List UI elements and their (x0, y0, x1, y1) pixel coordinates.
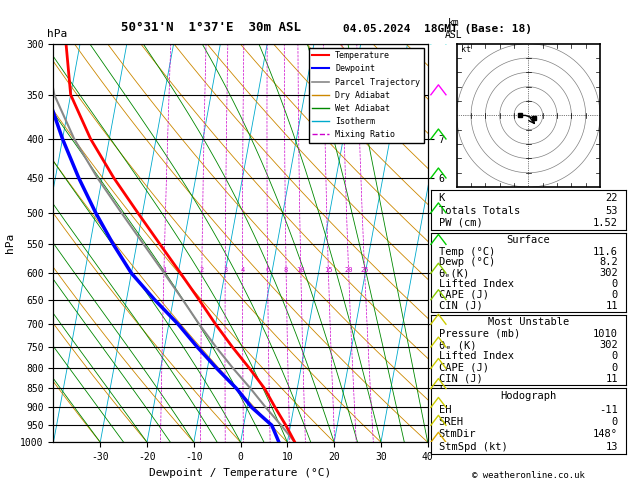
Text: -11: -11 (599, 404, 618, 415)
Text: 11: 11 (606, 374, 618, 383)
Text: 302: 302 (599, 340, 618, 350)
Text: km
ASL: km ASL (445, 18, 463, 40)
Text: Lifted Index: Lifted Index (438, 279, 514, 289)
Text: Hodograph: Hodograph (500, 391, 557, 401)
Text: 22: 22 (606, 193, 618, 204)
Text: SREH: SREH (438, 417, 464, 427)
Text: θₑ (K): θₑ (K) (438, 340, 476, 350)
Text: StmSpd (kt): StmSpd (kt) (438, 442, 508, 452)
Text: 1010: 1010 (593, 329, 618, 339)
Text: Temp (°C): Temp (°C) (438, 246, 495, 257)
Text: 0: 0 (612, 351, 618, 361)
Text: CIN (J): CIN (J) (438, 300, 482, 311)
Text: Most Unstable: Most Unstable (487, 317, 569, 327)
Text: 0: 0 (612, 290, 618, 300)
Text: kt: kt (461, 45, 471, 54)
Text: 8.2: 8.2 (599, 258, 618, 267)
Text: 0: 0 (612, 279, 618, 289)
Text: 53: 53 (606, 206, 618, 216)
Text: Totals Totals: Totals Totals (438, 206, 520, 216)
Text: θₑ(K): θₑ(K) (438, 268, 470, 278)
Text: CAPE (J): CAPE (J) (438, 363, 489, 372)
Text: Pressure (mb): Pressure (mb) (438, 329, 520, 339)
Text: 11: 11 (606, 300, 618, 311)
Text: 1.52: 1.52 (593, 218, 618, 227)
Text: 0: 0 (612, 417, 618, 427)
Text: 0: 0 (612, 363, 618, 372)
Text: 25: 25 (360, 267, 369, 273)
Text: CAPE (J): CAPE (J) (438, 290, 489, 300)
Text: Dewp (°C): Dewp (°C) (438, 258, 495, 267)
Text: 04.05.2024  18GMT (Base: 18): 04.05.2024 18GMT (Base: 18) (343, 24, 532, 34)
Text: 8: 8 (284, 267, 288, 273)
Text: 15: 15 (324, 267, 333, 273)
Text: PW (cm): PW (cm) (438, 218, 482, 227)
Text: hPa: hPa (47, 29, 67, 39)
Text: Surface: Surface (506, 235, 550, 245)
Text: CIN (J): CIN (J) (438, 374, 482, 383)
Text: 10: 10 (297, 267, 305, 273)
Text: 20: 20 (345, 267, 353, 273)
Text: 2: 2 (199, 267, 204, 273)
Text: Lifted Index: Lifted Index (438, 351, 514, 361)
Text: 4: 4 (240, 267, 245, 273)
Text: EH: EH (438, 404, 451, 415)
Text: LCL: LCL (435, 420, 453, 430)
Text: 148°: 148° (593, 430, 618, 439)
Text: 13: 13 (606, 442, 618, 452)
Text: 302: 302 (599, 268, 618, 278)
Text: 1: 1 (162, 267, 166, 273)
Text: © weatheronline.co.uk: © weatheronline.co.uk (472, 471, 585, 480)
Text: StmDir: StmDir (438, 430, 476, 439)
Text: 50°31'N  1°37'E  30m ASL: 50°31'N 1°37'E 30m ASL (121, 21, 301, 34)
Text: 3: 3 (223, 267, 227, 273)
Text: K: K (438, 193, 445, 204)
Text: 6: 6 (265, 267, 270, 273)
Y-axis label: hPa: hPa (4, 233, 14, 253)
Legend: Temperature, Dewpoint, Parcel Trajectory, Dry Adiabat, Wet Adiabat, Isotherm, Mi: Temperature, Dewpoint, Parcel Trajectory… (309, 48, 423, 142)
Text: 11.6: 11.6 (593, 246, 618, 257)
X-axis label: Dewpoint / Temperature (°C): Dewpoint / Temperature (°C) (150, 468, 331, 478)
